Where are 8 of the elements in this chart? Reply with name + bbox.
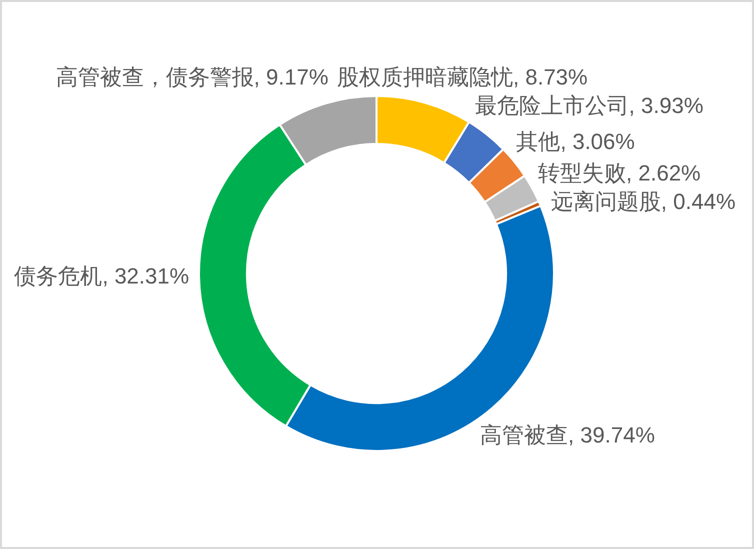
slice-label: 转型失败, 2.62% xyxy=(538,160,701,186)
slice-label: 最危险上市公司, 3.93% xyxy=(474,93,704,118)
slice-label: 高管被查, 39.74% xyxy=(480,422,655,448)
slice-label: 高管被查，债务警报, 9.17% xyxy=(56,64,328,90)
slice-label: 远离问题股, 0.44% xyxy=(550,189,736,214)
slice-label: 股权质押暗藏隐忧, 8.73% xyxy=(337,64,588,90)
slice-label: 债务危机, 32.31% xyxy=(14,264,190,289)
slice-label: 其他, 3.06% xyxy=(516,129,635,154)
